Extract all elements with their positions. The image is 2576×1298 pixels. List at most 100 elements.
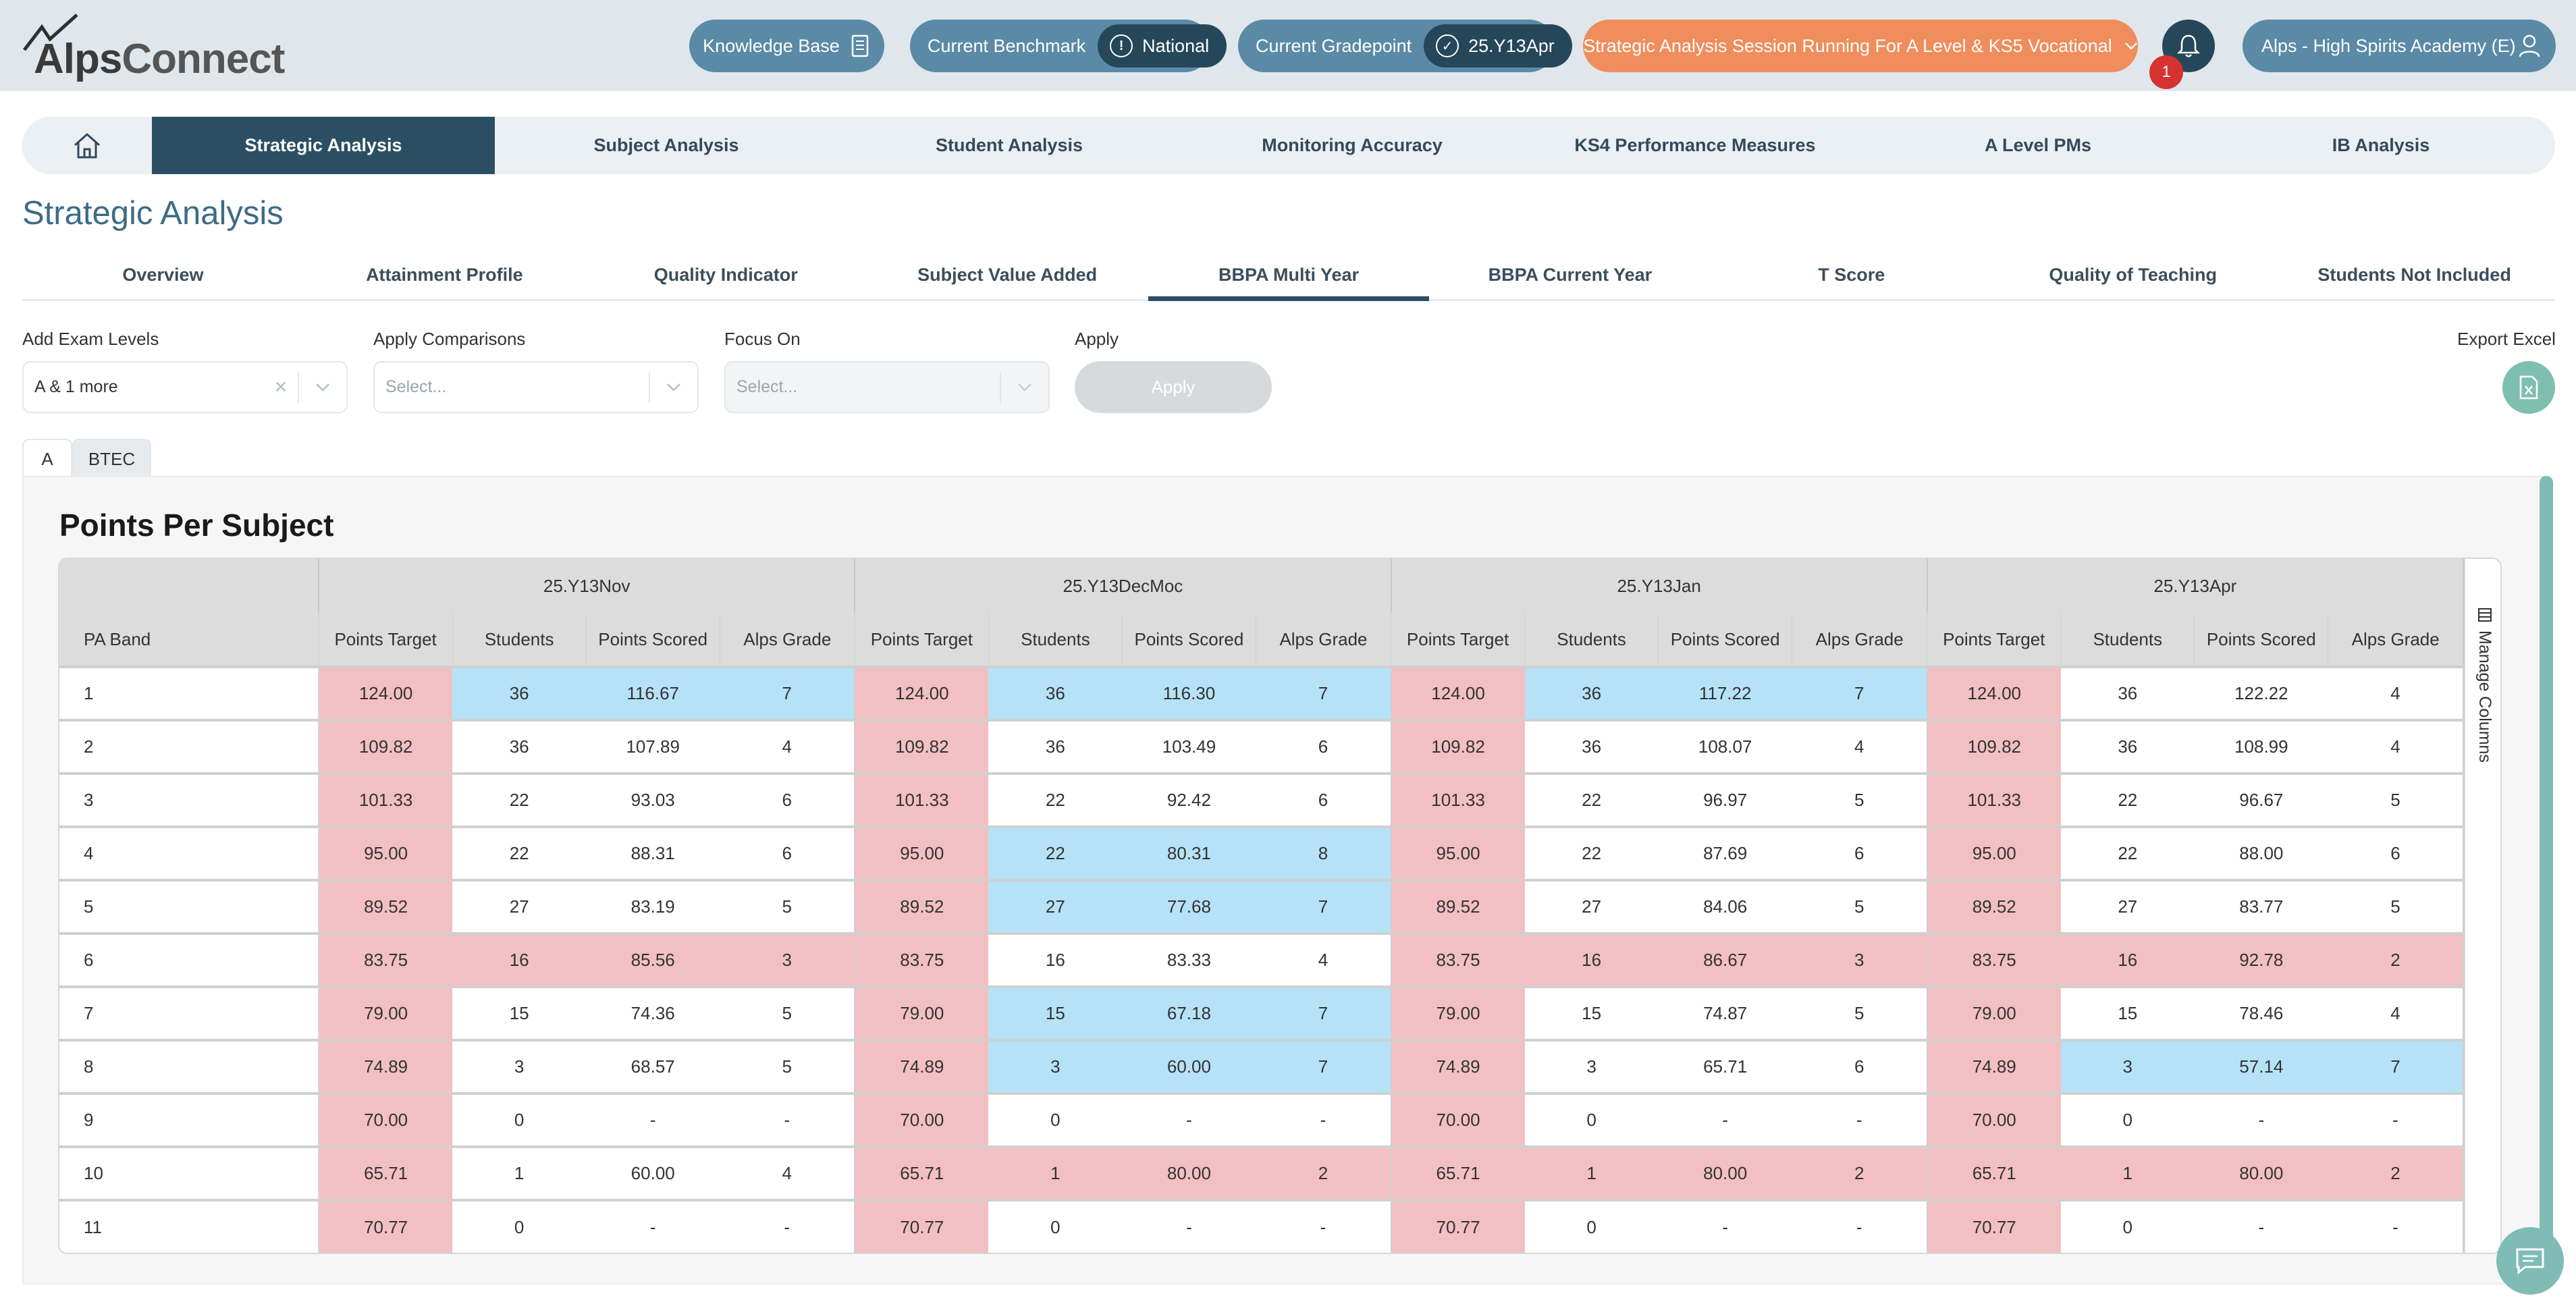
column-header[interactable]: Points Scored	[1658, 613, 1793, 667]
tab-bbpa-multi-year[interactable]: BBPA Multi Year	[1148, 251, 1430, 301]
table-cell: 108.99	[2194, 720, 2328, 774]
tab-quality-indicator[interactable]: Quality Indicator	[653, 265, 798, 285]
table-cell: 4	[1256, 934, 1392, 988]
points-per-subject-table: 25.Y13Nov 25.Y13DecMoc 25.Y13Jan 25.Y13Apr …	[58, 558, 2502, 1254]
session-dropdown[interactable]: Strategic Analysis Session Running For A…	[1583, 20, 2138, 72]
column-header[interactable]: Points Target	[855, 613, 989, 667]
user-icon	[2519, 34, 2540, 57]
table-cell: 77.68	[1122, 880, 1256, 934]
table-cell: 92.78	[2194, 934, 2328, 988]
table-cell: 70.77	[319, 1200, 453, 1253]
table-row: 10 65.71 1 60.00 4 65.71 1 80.00 2 65.71 1 80.00 2 65…	[59, 1147, 2465, 1201]
nav-ks4-performance-measures[interactable]: KS4 Performance Measures	[1574, 135, 1816, 155]
column-header[interactable]: Students	[452, 613, 587, 667]
clear-x-icon[interactable]: ✕	[273, 377, 288, 397]
table-cell: 22	[2060, 774, 2195, 828]
chevron-down-icon[interactable]	[299, 383, 346, 392]
knowledge-base-button[interactable]: Knowledge Base	[689, 20, 884, 72]
column-header[interactable]: Points Target	[319, 613, 453, 667]
table-cell: 0	[988, 1200, 1123, 1253]
data-table: 25.Y13Nov 25.Y13DecMoc 25.Y13Jan 25.Y13Apr …	[59, 559, 2465, 1253]
comparisons-select[interactable]: Select...	[373, 361, 699, 413]
level-tab-btec[interactable]: BTEC	[72, 439, 151, 478]
column-header[interactable]: Points Target	[1391, 613, 1526, 667]
manage-columns-button[interactable]: Manage Columns	[2464, 559, 2500, 1253]
table-cell: 0	[1524, 1093, 1659, 1147]
home-button[interactable]	[22, 117, 152, 174]
table-cell: 3	[1792, 934, 1928, 988]
level-tab-a[interactable]: A	[22, 439, 72, 478]
column-header[interactable]: Alps Grade	[2328, 613, 2465, 667]
nav-a-level-pms[interactable]: A Level PMs	[1984, 135, 2092, 155]
chevron-down-icon[interactable]	[650, 383, 697, 392]
table-cell: 36	[2060, 720, 2195, 774]
table-cell: 7	[1256, 1040, 1392, 1094]
column-header[interactable]: Points Target	[1927, 613, 2062, 667]
table-cell: 74.89	[1927, 1040, 2061, 1094]
table-cell: 122.22	[2194, 667, 2328, 721]
column-header[interactable]: Alps Grade	[720, 613, 855, 667]
table-cell: 0	[1524, 1200, 1659, 1253]
benchmark-selector[interactable]: Current Benchmark ! National	[910, 20, 1227, 72]
school-selector[interactable]: Alps - High Spirits Academy (E)	[2243, 20, 2556, 72]
tab-t-score[interactable]: T Score	[1818, 265, 1885, 285]
table-cell: 70.77	[1927, 1200, 2061, 1253]
column-header[interactable]: Students	[1524, 613, 1659, 667]
table-cell: 15	[988, 987, 1123, 1041]
nav-ib-analysis[interactable]: IB Analysis	[2332, 135, 2430, 155]
tab-students-not-included[interactable]: Students Not Included	[2317, 265, 2511, 285]
logo-text: AlpsConnect	[34, 36, 285, 82]
table-row: 2 109.82 36 107.89 4 109.82 36 103.49 6 109.82 36 1…	[59, 720, 2465, 774]
table-cell: 116.30	[1122, 667, 1256, 721]
table-cell: 36	[988, 720, 1123, 774]
table-cell: 117.22	[1658, 667, 1792, 721]
column-header[interactable]: Points Scored	[1122, 613, 1256, 667]
tab-attainment-profile[interactable]: Attainment Profile	[366, 265, 523, 285]
benchmark-value-chip: ! National	[1098, 24, 1227, 67]
table-cell: -	[1122, 1093, 1256, 1147]
vertical-scrollbar[interactable]	[2540, 476, 2553, 1285]
nav-monitoring-accuracy[interactable]: Monitoring Accuracy	[1262, 135, 1443, 155]
focus-on-select[interactable]: Select...	[724, 361, 1050, 413]
scrollbar-thumb[interactable]	[2540, 476, 2553, 1285]
nav-subject-analysis[interactable]: Subject Analysis	[593, 135, 739, 155]
table-cell: 6	[720, 827, 856, 881]
tab-quality-of-teaching[interactable]: Quality of Teaching	[2049, 265, 2217, 285]
column-header[interactable]: Students	[2060, 613, 2195, 667]
chevron-down-icon[interactable]	[1001, 383, 1048, 392]
nav-student-analysis[interactable]: Student Analysis	[935, 135, 1083, 155]
table-row: 6 83.75 16 85.56 3 83.75 16 83.33 4 83.75 16 86.67 3…	[59, 934, 2465, 988]
table-cell: 65.71	[855, 1147, 989, 1201]
gradepoint-selector[interactable]: Current Gradepoint ✓ 25.Y13Apr	[1238, 20, 1572, 72]
table-cell: 101.33	[319, 774, 453, 828]
nav-strategic-analysis[interactable]: Strategic Analysis	[152, 117, 495, 174]
table-cell: 3	[2060, 1040, 2195, 1094]
apply-button[interactable]: Apply	[1075, 361, 1272, 413]
export-excel-button[interactable]	[2502, 361, 2555, 414]
pa-band-cell: 2	[59, 720, 320, 774]
pa-band-header[interactable]: PA Band	[59, 613, 319, 667]
table-cell: 6	[720, 774, 856, 828]
table-cell: 95.00	[1927, 827, 2061, 881]
table-cell: 70.00	[1391, 1093, 1525, 1147]
column-header[interactable]: Alps Grade	[1256, 613, 1392, 667]
table-cell: 107.89	[586, 720, 720, 774]
table-cell: 2	[2328, 1147, 2465, 1201]
table-cell: 79.00	[855, 987, 989, 1041]
column-header[interactable]: Students	[988, 613, 1123, 667]
column-header[interactable]: Points Scored	[2194, 613, 2329, 667]
alps-connect-logo[interactable]: AlpsConnect	[22, 12, 285, 82]
tab-overview[interactable]: Overview	[122, 265, 204, 285]
chat-button[interactable]	[2496, 1227, 2564, 1295]
tab-subject-value-added[interactable]: Subject Value Added	[917, 265, 1098, 285]
exam-levels-select[interactable]: A & 1 more ✕	[22, 361, 348, 413]
column-header[interactable]: Points Scored	[586, 613, 720, 667]
column-header[interactable]: Alps Grade	[1792, 613, 1928, 667]
tab-bbpa-current-year[interactable]: BBPA Current Year	[1488, 265, 1653, 285]
table-cell: 83.75	[1927, 934, 2061, 988]
table-cell: -	[720, 1093, 856, 1147]
table-cell: 4	[2328, 720, 2465, 774]
table-cell: 4	[2328, 667, 2465, 721]
table-cell: 83.19	[586, 880, 720, 934]
period-header: 25.Y13Jan	[1391, 559, 1928, 613]
